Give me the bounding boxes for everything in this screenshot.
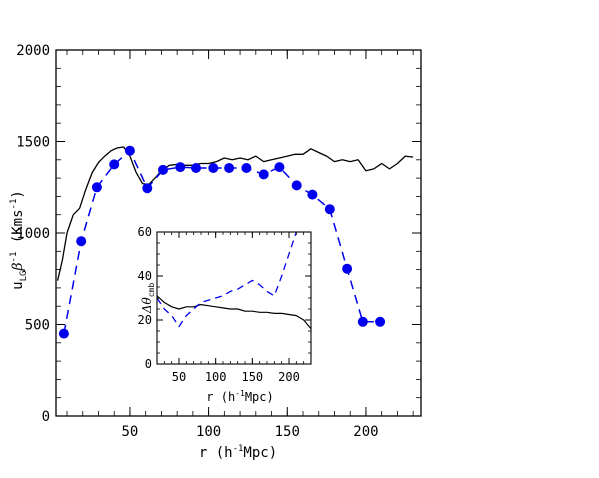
data-point bbox=[76, 236, 87, 247]
data-point bbox=[124, 145, 135, 156]
x-tick-label: 100 bbox=[205, 370, 227, 384]
inset-tick-labels: 50 100 150 200 0 20 40 60 bbox=[138, 225, 300, 384]
data-point bbox=[91, 182, 102, 193]
data-point bbox=[375, 316, 386, 327]
y-tick-label: 40 bbox=[138, 269, 152, 283]
data-point bbox=[357, 316, 368, 327]
x-tick-label: 50 bbox=[172, 370, 186, 384]
x-tick-label: 200 bbox=[278, 370, 300, 384]
data-point bbox=[142, 183, 153, 194]
data-point bbox=[274, 162, 285, 173]
x-tick-label: 150 bbox=[241, 370, 263, 384]
y-tick-label: 500 bbox=[25, 317, 50, 333]
data-point bbox=[342, 263, 353, 274]
data-point bbox=[258, 169, 269, 180]
main-ticks bbox=[56, 49, 421, 417]
data-point bbox=[241, 163, 252, 173]
data-point bbox=[175, 162, 186, 173]
inset-plot-background bbox=[157, 232, 311, 364]
data-point bbox=[109, 159, 120, 170]
data-point bbox=[324, 204, 335, 215]
data-point bbox=[291, 180, 302, 191]
main-x-axis-label: r (h-1Mpc) bbox=[199, 444, 277, 461]
y-tick-label: 0 bbox=[145, 357, 152, 371]
x-tick-label: 150 bbox=[275, 424, 300, 440]
series-line-dashed-blue bbox=[157, 232, 298, 328]
y-tick-label: 0 bbox=[42, 409, 50, 425]
x-tick-label: 100 bbox=[196, 424, 221, 440]
data-point bbox=[307, 189, 318, 200]
data-point bbox=[208, 163, 219, 173]
y-tick-label: 20 bbox=[138, 313, 152, 327]
inset-x-axis-label: r (h-1Mpc) bbox=[206, 389, 273, 404]
series-line-solid-black bbox=[157, 295, 311, 330]
x-tick-label: 50 bbox=[122, 424, 139, 440]
y-tick-label: 1500 bbox=[16, 134, 50, 150]
series-line-solid-black bbox=[56, 146, 414, 281]
main-y-axis-label: uLGβ-1 (Kms-1) bbox=[9, 190, 29, 290]
main-series bbox=[56, 145, 414, 339]
inset-series bbox=[157, 232, 311, 330]
y-tick-label: 1000 bbox=[16, 226, 50, 242]
inset-y-axis-label: Δθcmb bbox=[140, 283, 156, 315]
inset-ticks bbox=[156, 231, 312, 365]
y-tick-label: 2000 bbox=[16, 43, 50, 59]
data-point bbox=[191, 163, 201, 173]
data-point bbox=[224, 163, 235, 173]
data-point bbox=[158, 164, 168, 175]
x-tick-label: 200 bbox=[353, 424, 378, 440]
data-point bbox=[58, 328, 69, 339]
y-tick-label: 60 bbox=[138, 225, 152, 239]
